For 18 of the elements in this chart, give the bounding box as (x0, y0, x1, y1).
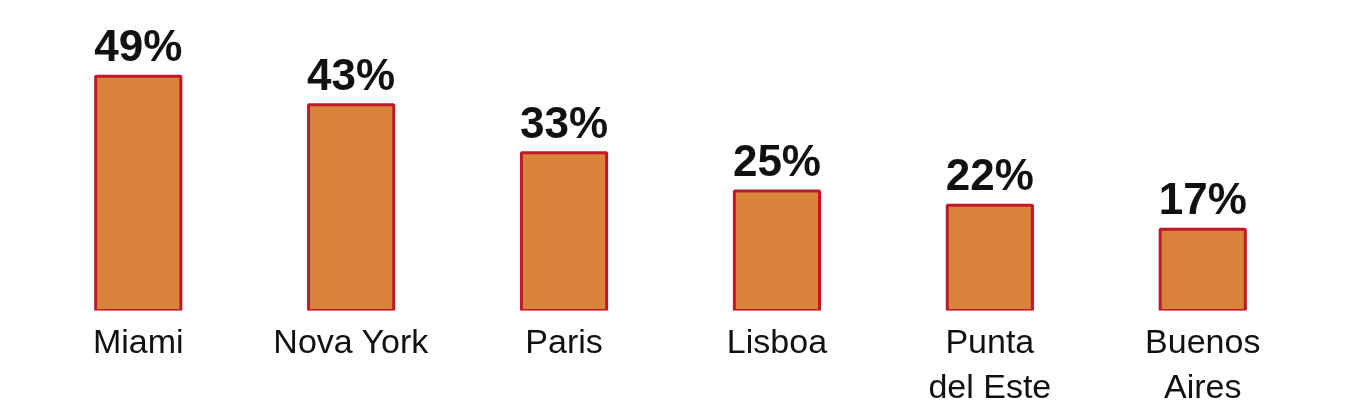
x-tick-label: Punta del Este (928, 321, 1052, 406)
x-tick-label: Paris (525, 321, 603, 360)
data-label: 22% (945, 150, 1034, 200)
x-tick-label: Buenos Aires (1145, 321, 1261, 406)
bar (94, 74, 183, 311)
data-label: 25% (732, 135, 821, 185)
bar (732, 189, 822, 311)
data-label: 49% (94, 21, 183, 71)
bar (307, 103, 396, 311)
bar (519, 151, 609, 311)
data-label: 43% (307, 49, 396, 99)
x-tick-label: Nova York (273, 321, 430, 360)
data-label: 17% (1158, 174, 1247, 224)
x-tick-label: Miami (92, 321, 184, 360)
x-tick-label: Lisboa (726, 321, 828, 360)
bar (1158, 227, 1247, 311)
data-label: 33% (520, 97, 609, 147)
bar (945, 203, 1034, 311)
